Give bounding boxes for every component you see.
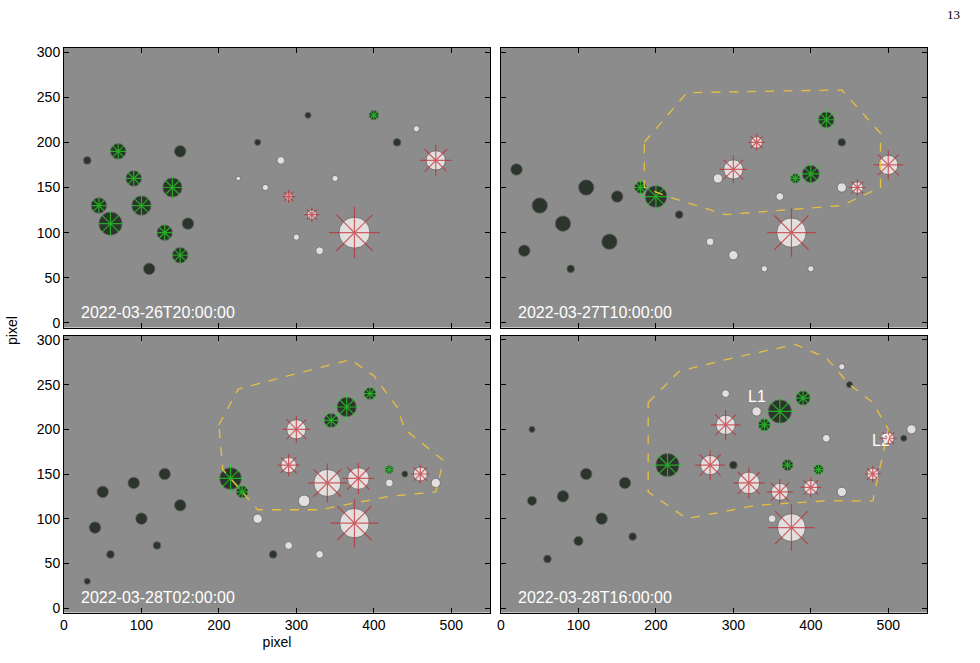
svg-text:100: 100 (130, 617, 154, 633)
svg-text:100: 100 (567, 617, 591, 633)
svg-text:400: 400 (799, 617, 823, 633)
svg-text:200: 200 (37, 421, 61, 437)
svg-text:pixel: pixel (263, 634, 292, 650)
svg-text:150: 150 (37, 466, 61, 482)
svg-text:500: 500 (877, 617, 901, 633)
svg-text:200: 200 (207, 617, 231, 633)
svg-text:200: 200 (37, 134, 61, 150)
svg-text:300: 300 (37, 332, 61, 348)
svg-text:500: 500 (440, 617, 464, 633)
svg-text:2022-03-26T20:00:00: 2022-03-26T20:00:00 (81, 304, 235, 321)
svg-text:400: 400 (362, 617, 386, 633)
svg-text:2022-03-28T02:00:00: 2022-03-28T02:00:00 (81, 589, 235, 606)
svg-text:2022-03-28T16:00:00: 2022-03-28T16:00:00 (518, 589, 672, 606)
svg-text:200: 200 (644, 617, 668, 633)
svg-text:0: 0 (497, 617, 505, 633)
svg-text:13: 13 (947, 7, 960, 22)
svg-text:300: 300 (722, 617, 746, 633)
svg-text:250: 250 (37, 377, 61, 393)
svg-text:50: 50 (45, 270, 61, 286)
svg-text:L2: L2 (872, 432, 890, 449)
svg-text:300: 300 (37, 44, 61, 60)
svg-text:pixel: pixel (4, 316, 20, 345)
svg-text:0: 0 (52, 315, 60, 331)
svg-text:50: 50 (45, 555, 61, 571)
svg-text:150: 150 (37, 179, 61, 195)
svg-text:100: 100 (37, 225, 61, 241)
svg-text:2022-03-27T10:00:00: 2022-03-27T10:00:00 (518, 304, 672, 321)
svg-text:250: 250 (37, 89, 61, 105)
svg-text:0: 0 (60, 617, 68, 633)
svg-text:300: 300 (285, 617, 309, 633)
svg-text:100: 100 (37, 511, 61, 527)
svg-text:L1: L1 (748, 388, 766, 405)
svg-text:0: 0 (52, 600, 60, 616)
